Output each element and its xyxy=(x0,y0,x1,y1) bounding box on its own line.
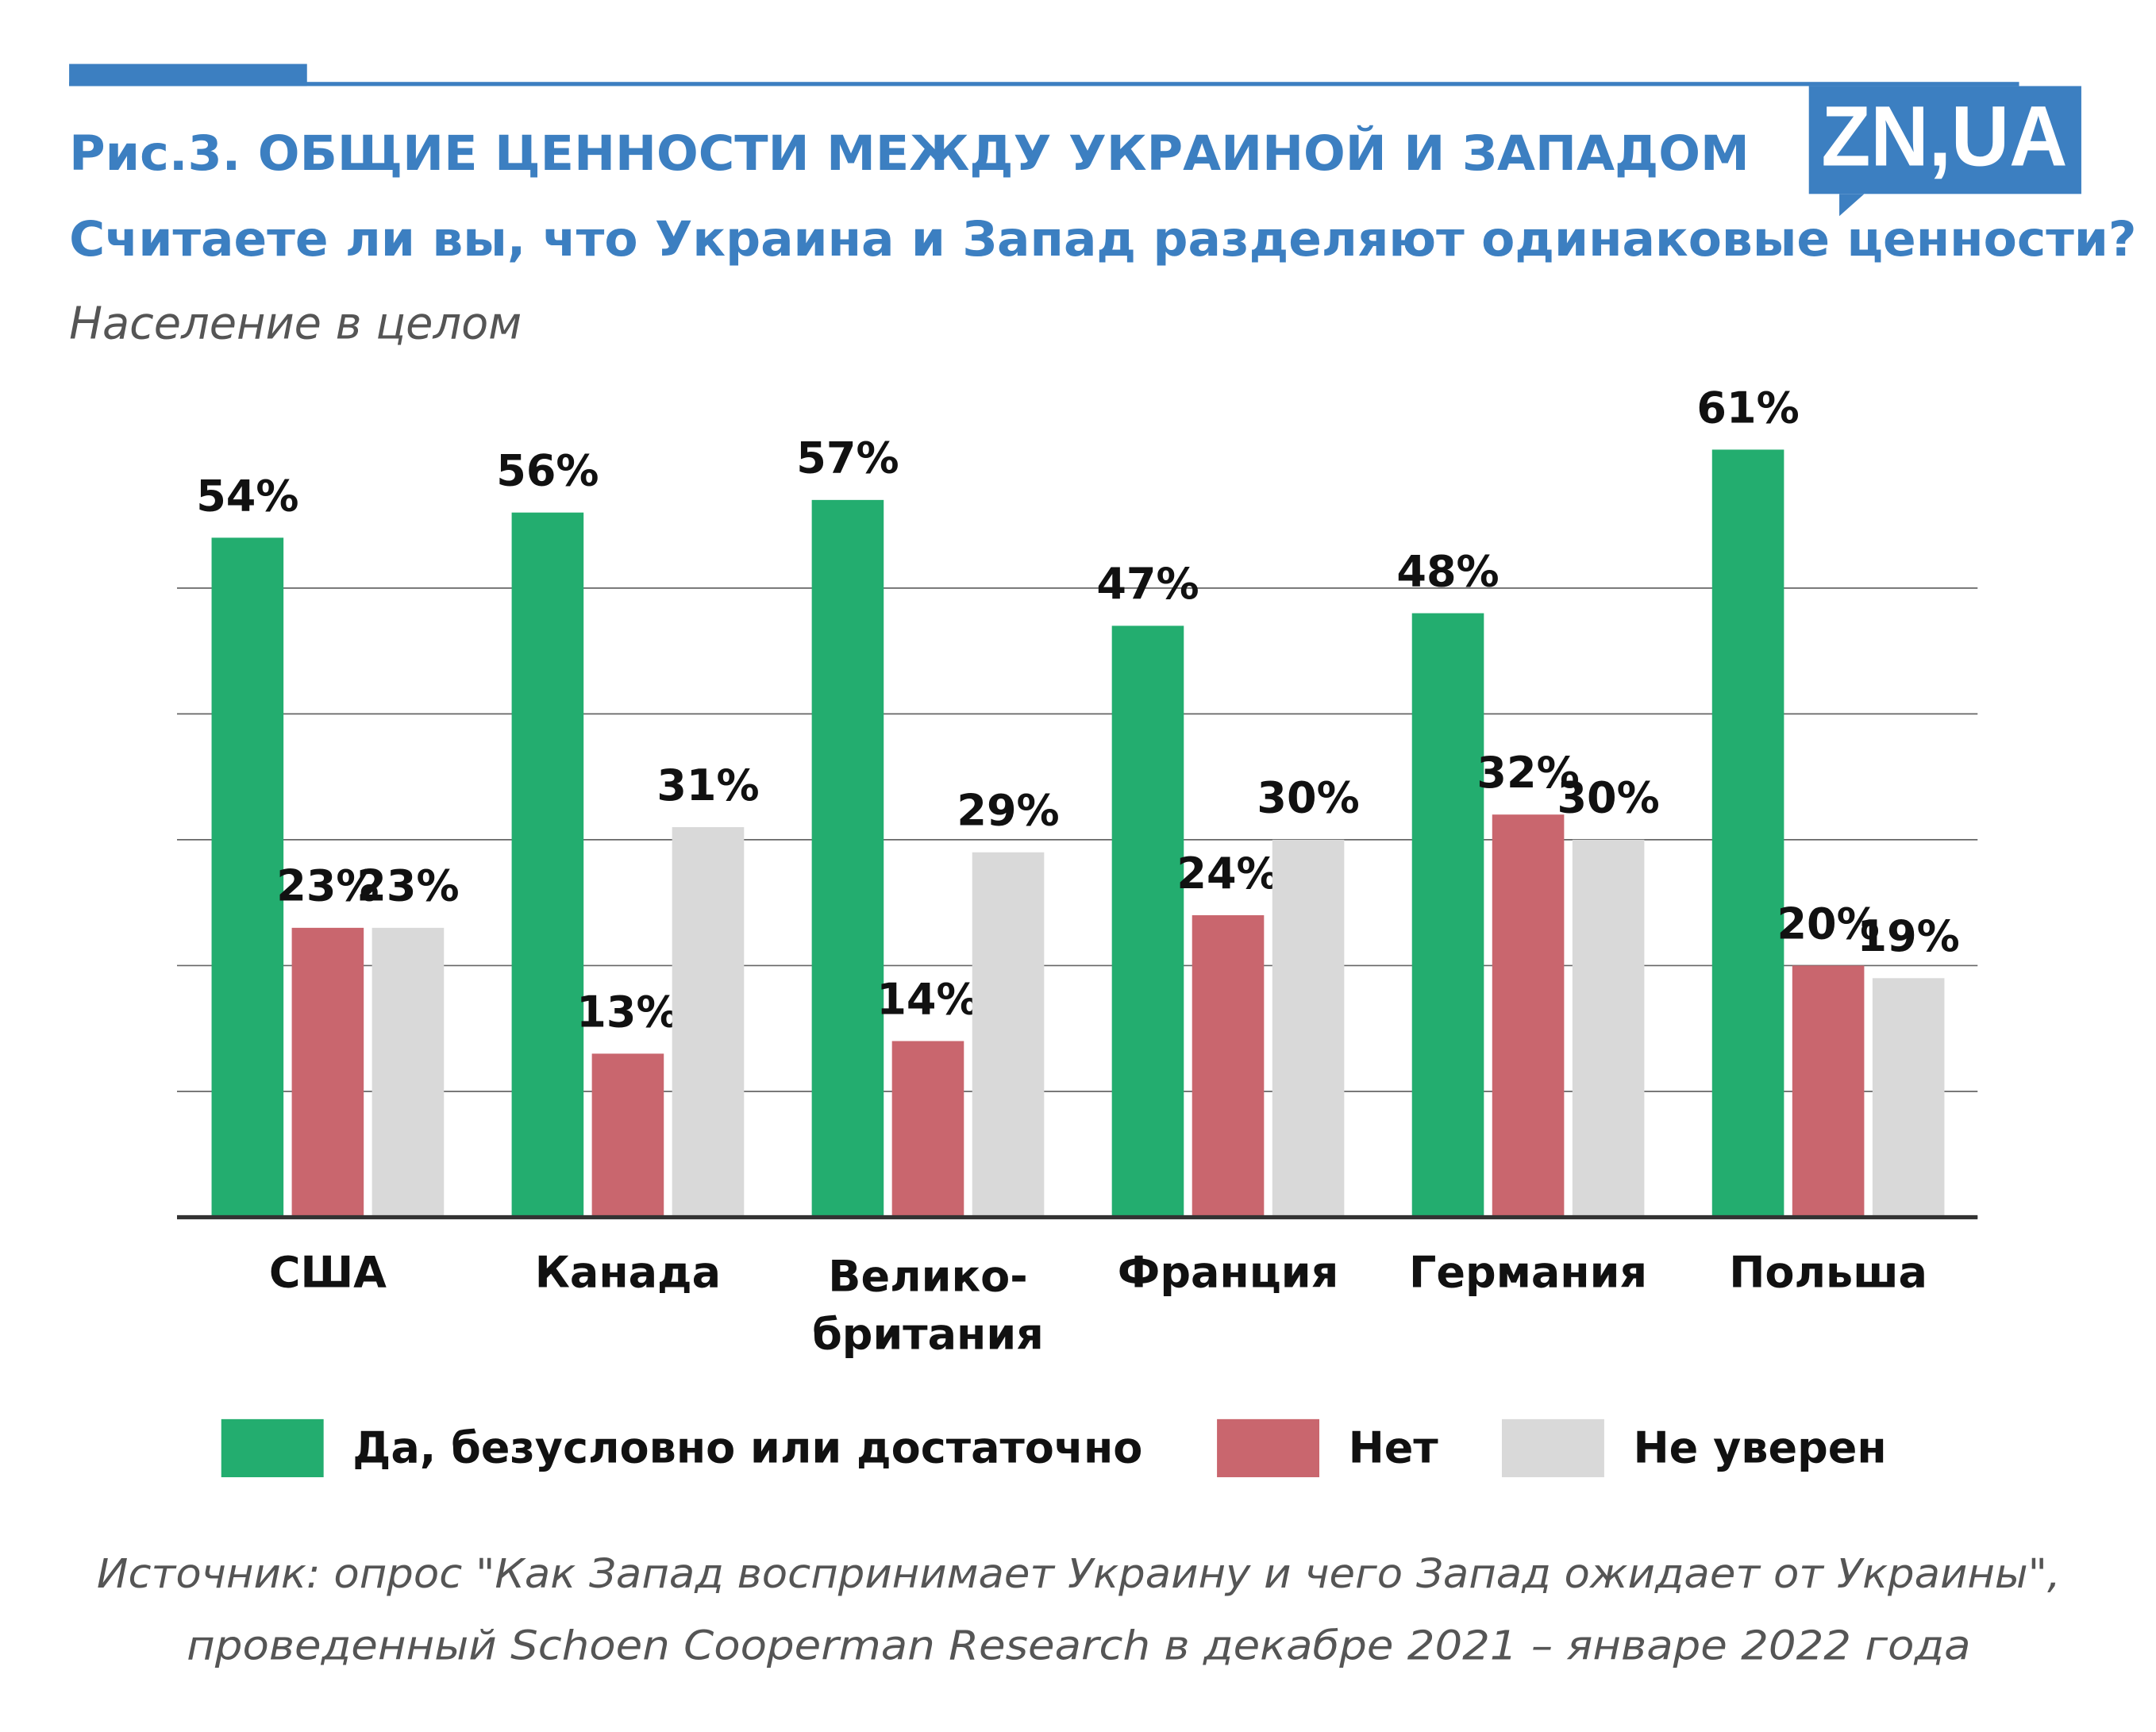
legend-swatch xyxy=(1501,1418,1604,1478)
data-label: 61% xyxy=(1696,383,1799,433)
data-label: 14% xyxy=(876,974,979,1024)
source: Источник: опрос "Как Запад воспринимает … xyxy=(97,1550,2061,1597)
bar xyxy=(372,927,445,1218)
data-label: 32% xyxy=(1476,748,1579,798)
x-tick-label: Франция xyxy=(1118,1247,1339,1297)
legend-swatch xyxy=(221,1418,324,1478)
x-tick-label: британия xyxy=(812,1310,1044,1360)
data-label: 29% xyxy=(957,786,1059,836)
bar xyxy=(672,827,745,1218)
x-tick-label: США xyxy=(269,1247,387,1297)
bar xyxy=(1492,814,1565,1218)
data-label: 54% xyxy=(196,471,298,521)
chart-subtitle: Считаете ли вы, что Украина и Запад разд… xyxy=(69,211,2137,267)
bar xyxy=(1272,839,1345,1218)
data-label: 19% xyxy=(1858,911,1960,961)
bar xyxy=(511,512,584,1218)
logo-box xyxy=(1808,86,2081,194)
data-label: 30% xyxy=(1257,773,1359,823)
legend-label: Да, безусловно или достаточно xyxy=(352,1423,1142,1473)
bar xyxy=(972,852,1045,1218)
bar xyxy=(811,499,884,1218)
logo-tail xyxy=(1839,194,1865,217)
x-tick-label: Канада xyxy=(535,1247,721,1297)
legend-label: Нет xyxy=(1349,1423,1439,1473)
source: проведенный Schoen Cooperman Research в … xyxy=(187,1622,1970,1669)
logo: ZN,UA xyxy=(1821,87,2067,183)
x-tick-label: Польша xyxy=(1729,1247,1927,1297)
bar xyxy=(1111,625,1184,1218)
data-label: 48% xyxy=(1396,546,1499,596)
bar xyxy=(1711,449,1784,1218)
data-label: 30% xyxy=(1557,773,1659,823)
bar xyxy=(591,1053,664,1218)
chart-note: Население в целом xyxy=(69,298,522,350)
data-label: 56% xyxy=(496,446,599,496)
bar xyxy=(1572,839,1645,1218)
bar xyxy=(1792,965,1865,1218)
bar xyxy=(1872,978,1945,1218)
data-label: 20% xyxy=(1777,899,1879,949)
bar xyxy=(891,1041,964,1218)
data-label: 57% xyxy=(796,433,899,483)
bar xyxy=(1192,915,1265,1218)
legend-label: Не уверен xyxy=(1633,1423,1886,1473)
data-label: 13% xyxy=(576,987,679,1037)
x-tick-label: Велико- xyxy=(828,1252,1027,1302)
chart-title: Рис.3. ОБЩИЕ ЦЕННОСТИ МЕЖДУ УКРАИНОЙ И З… xyxy=(69,125,1750,182)
data-label: 47% xyxy=(1096,559,1199,609)
bar xyxy=(211,537,284,1218)
bar xyxy=(1411,613,1484,1218)
legend-swatch xyxy=(1217,1418,1320,1478)
data-label: 23% xyxy=(276,861,379,911)
header-line xyxy=(69,82,2019,87)
x-tick-label: Германия xyxy=(1409,1247,1647,1297)
bar xyxy=(291,927,364,1218)
data-label: 23% xyxy=(356,861,459,911)
data-label: 24% xyxy=(1176,849,1279,899)
data-label: 31% xyxy=(656,760,759,810)
